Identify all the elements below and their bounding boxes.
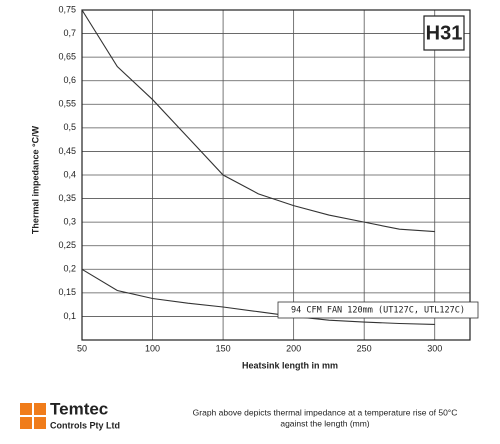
data-line [81,268,435,325]
y-tick-label: 0,75 [58,4,76,14]
x-axis-label: Heatsink length in mm [242,360,338,370]
y-tick-label: 0,1 [63,311,76,321]
logo-square [20,417,32,429]
brand: Temtec [50,399,108,418]
y-tick-label: 0,2 [63,264,76,274]
annotation: 94 CFM FAN 120mm (UT127C, UTL127C) [291,306,465,316]
logo-square [34,403,46,415]
y-tick-label: 0,25 [58,240,76,250]
y-tick-label: 0,5 [63,122,76,132]
data-line [81,9,435,233]
x-tick-label: 250 [357,343,372,353]
logo-square [34,417,46,429]
x-tick-label: 200 [286,343,301,353]
y-axis-label: Thermal impedance °C/W [30,125,40,234]
y-tick-label: 0,45 [58,146,76,156]
y-tick-label: 0,35 [58,193,76,203]
plot-frame [81,9,471,341]
y-tick-label: 0,65 [58,52,76,62]
x-tick-label: 100 [145,343,160,353]
y-tick-label: 0,15 [58,287,76,297]
x-tick-label: 50 [77,343,87,353]
company: Controls Pty Ltd [50,420,120,430]
caption: Graph above depicts thermal impedance at… [193,407,458,417]
caption: against the length (mm) [280,418,369,428]
logo-square [20,403,32,415]
y-tick-label: 0,4 [63,169,76,179]
y-tick-label: 0,7 [63,28,76,38]
y-tick-label: 0,3 [63,217,76,227]
badge: H31 [426,22,463,44]
logo [20,403,46,429]
y-tick-label: 0,55 [58,99,76,109]
x-tick-label: 300 [427,343,442,353]
badge-box [423,15,465,51]
y-tick-label: 0,6 [63,75,76,85]
annotation-box [277,301,479,319]
x-tick-label: 150 [216,343,231,353]
